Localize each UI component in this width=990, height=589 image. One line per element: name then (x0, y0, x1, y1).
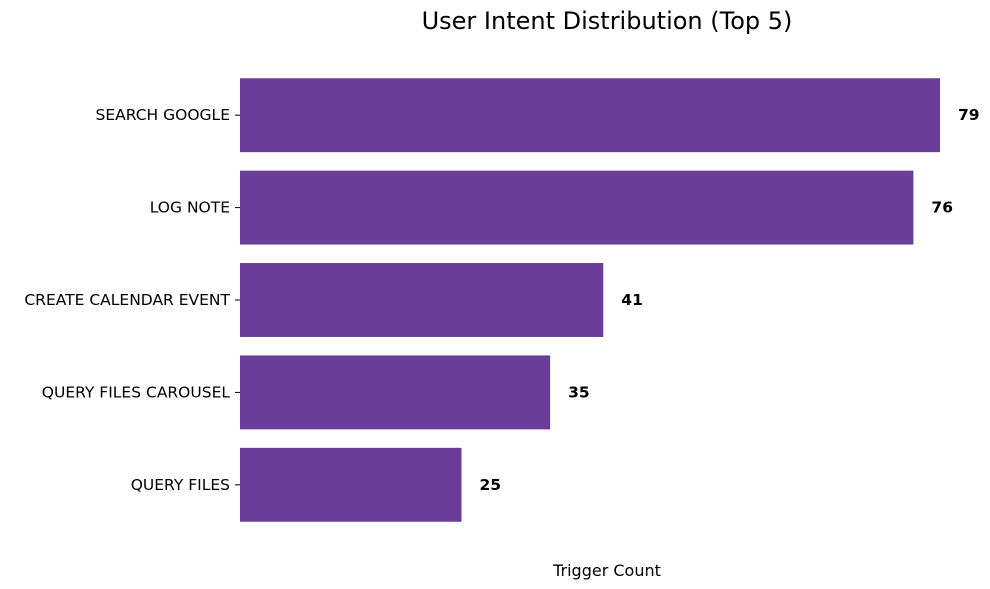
bar (240, 355, 551, 430)
data-label: 79 (958, 106, 980, 124)
bar (240, 447, 462, 522)
bar (240, 78, 940, 153)
x-axis-label: Trigger Count (552, 561, 661, 580)
data-label: 25 (480, 476, 502, 494)
chart-title: User Intent Distribution (Top 5) (422, 7, 793, 35)
bar (240, 170, 914, 245)
y-tick-label: SEARCH GOOGLE (96, 106, 231, 124)
bar (240, 263, 604, 337)
y-tick-label: LOG NOTE (150, 199, 230, 217)
data-label: 35 (568, 383, 590, 401)
y-tick-label: QUERY FILES CAROUSEL (42, 383, 231, 401)
plot-area: SEARCH GOOGLE 79 LOG NOTE 76 CREATE CALENDAR… (24, 78, 980, 522)
data-label: 76 (931, 199, 953, 217)
data-label: 41 (621, 291, 643, 309)
y-tick-label: QUERY FILES (131, 476, 230, 494)
y-tick-label: CREATE CALENDAR EVENT (24, 291, 230, 309)
